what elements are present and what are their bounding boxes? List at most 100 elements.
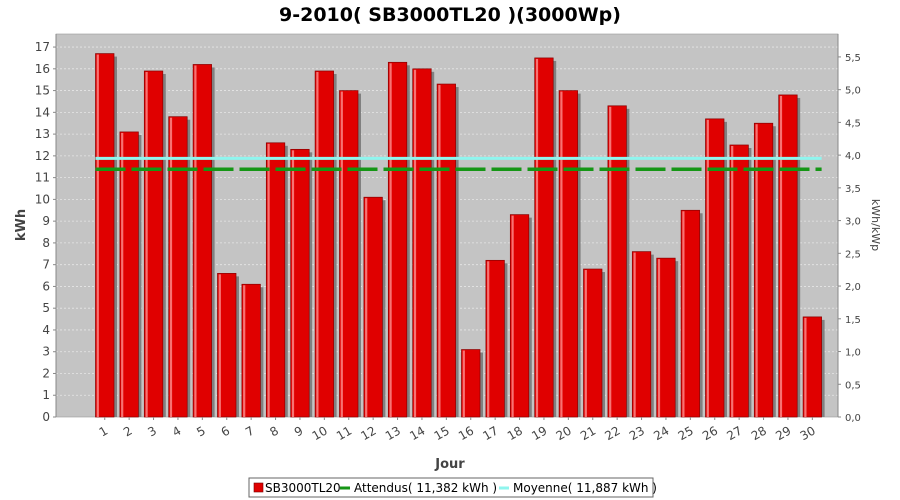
x-tick-label: 24 — [651, 423, 671, 443]
bar-highlight — [96, 54, 99, 417]
bar-highlight — [462, 350, 465, 417]
bar-highlight — [511, 215, 514, 417]
bar-highlight — [218, 274, 221, 417]
y-right-tick-label: 3,0 — [845, 217, 861, 228]
bar-highlight — [194, 65, 197, 417]
bar-series — [95, 53, 825, 418]
bar-highlight — [438, 85, 441, 417]
y-tick-label: 6 — [42, 279, 50, 293]
bar-highlight — [731, 145, 734, 417]
x-axis-label: Jour — [434, 457, 465, 472]
x-tick-label: 15 — [432, 423, 452, 443]
x-tick-label: 3 — [145, 423, 159, 439]
y-tick-label: 3 — [42, 345, 50, 359]
x-tick-label: 6 — [219, 423, 233, 439]
x-tick-label: 14 — [407, 423, 427, 443]
x-tick-label: 29 — [773, 423, 793, 443]
bar-highlight — [657, 259, 661, 417]
bar-highlight — [633, 252, 636, 417]
chart-title: 9-2010( SB3000TL20 )(3000Wp) — [279, 4, 621, 26]
x-tick-label: 13 — [383, 423, 403, 443]
y-tick-label: 5 — [42, 301, 50, 315]
bar-highlight — [243, 285, 246, 417]
y-axis-right: 0,0 0,5 1,0 1,5 2,0 2,5 3,0 3,5 4,0 4,5 5,0 5,5 — [838, 53, 861, 424]
bar-highlight — [169, 117, 173, 418]
bar-highlight — [267, 143, 270, 417]
x-tick-label: 25 — [676, 423, 696, 443]
y-tick-label: 8 — [42, 236, 50, 250]
bar-highlight — [413, 69, 417, 418]
legend-box — [248, 477, 654, 498]
bar-highlight — [389, 63, 392, 418]
bar-highlight — [706, 119, 709, 417]
y-tick-label: 16 — [35, 62, 50, 76]
y-tick-label: 17 — [35, 40, 50, 54]
y-tick-label: 1 — [42, 388, 50, 402]
bar-highlight — [487, 261, 490, 417]
x-tick-label: 28 — [749, 423, 769, 443]
x-tick-label: 7 — [243, 423, 257, 439]
x-tick-label: 10 — [310, 423, 330, 443]
y-right-tick-label: 2,5 — [845, 249, 861, 260]
x-tick-label: 30 — [798, 423, 818, 443]
reference-lines — [95, 156, 822, 172]
y-tick-label: 15 — [35, 84, 50, 98]
x-tick-label: 16 — [456, 423, 476, 443]
bar-highlight — [365, 198, 368, 417]
y-axis-right-label: kWh/kWp — [869, 199, 882, 251]
y-tick-label: 10 — [35, 192, 50, 206]
y-right-tick-label: 1,5 — [845, 315, 861, 326]
x-tick-label: 8 — [267, 423, 281, 439]
bar-highlight — [535, 58, 539, 417]
x-tick-label: 21 — [578, 423, 598, 443]
x-tick-label: 5 — [194, 423, 208, 439]
x-tick-label: 18 — [505, 423, 525, 443]
bar-highlight — [584, 270, 587, 417]
y-right-tick-label: 5,5 — [845, 53, 861, 64]
bar-highlight — [560, 91, 563, 418]
x-tick-label: 9 — [292, 423, 306, 439]
y-tick-label: 9 — [42, 214, 50, 228]
bar-highlight — [291, 150, 295, 418]
y-axis-label: kWh — [14, 209, 29, 241]
legend-item-expected: Attendus( 11,382 kWh ) — [354, 481, 497, 495]
y-tick-label: 11 — [35, 171, 50, 185]
x-tick-label: 23 — [627, 423, 647, 443]
x-tick-label: 11 — [334, 423, 354, 443]
bar-highlight — [316, 71, 319, 417]
x-tick-label: 4 — [170, 423, 184, 439]
bar-highlight — [121, 132, 124, 417]
y-right-tick-label: 4,5 — [845, 118, 861, 129]
y-tick-label: 12 — [35, 149, 50, 163]
y-tick-label: 13 — [35, 127, 50, 141]
x-tick-label: 20 — [554, 423, 574, 443]
y-tick-label: 4 — [42, 323, 50, 337]
x-tick-label: 26 — [700, 423, 720, 443]
x-axis: 1 2 3 4 5 6 7 8 9 10 11 12 13 14 15 16 17 18 19 20 21 22 23 24 2… — [97, 417, 818, 443]
legend-bar-swatch — [253, 482, 264, 493]
legend-item-average: Moyenne( 11,887 kWh ) — [513, 481, 657, 495]
legend-item-production: SB3000TL20 — [265, 481, 341, 495]
y-right-tick-label: 4,0 — [845, 151, 861, 162]
bar-highlight — [755, 124, 758, 417]
bar-highlight — [779, 95, 783, 417]
x-tick-label: 22 — [602, 423, 622, 443]
y-right-tick-label: 1,0 — [845, 348, 861, 359]
y-right-tick-label: 3,5 — [845, 184, 861, 195]
x-tick-label: 2 — [121, 423, 135, 439]
bar-highlight — [340, 91, 343, 418]
y-right-tick-label: 2,0 — [845, 282, 861, 293]
x-tick-label: 19 — [529, 423, 549, 443]
x-tick-label: 17 — [480, 423, 500, 443]
legend: SB3000TL20 Attendus( 11,382 kWh ) Moyenn… — [248, 477, 657, 498]
y-tick-label: 2 — [42, 366, 50, 380]
bar-highlight — [145, 71, 148, 417]
x-tick-label: 27 — [724, 423, 744, 443]
y-right-tick-label: 0,0 — [845, 413, 861, 424]
y-tick-label: 0 — [42, 410, 50, 424]
x-tick-label: 1 — [97, 423, 111, 439]
bar-highlight — [682, 211, 685, 417]
x-tick-label: 12 — [358, 423, 378, 443]
